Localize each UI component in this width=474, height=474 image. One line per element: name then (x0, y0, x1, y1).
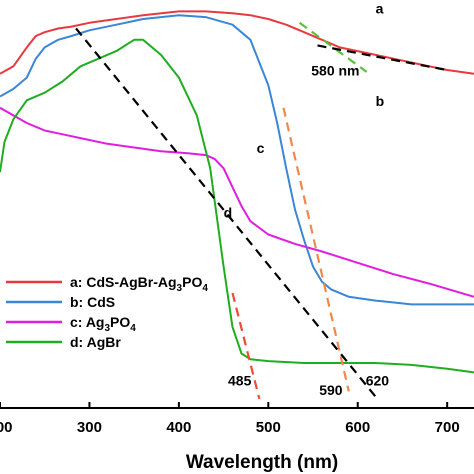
annotation-580-nm: 580 nm (311, 63, 359, 79)
series-line-d (0, 38, 474, 374)
x-tick-label-600: 600 (345, 419, 370, 436)
legend-label-a: a: CdS-AgBr-Ag3PO4 (70, 274, 208, 294)
x-tick-label-200: 200 (0, 419, 13, 436)
label-layer: a b c d 580 nm 485 590 620 (224, 0, 390, 398)
annotation-590: 590 (319, 382, 343, 398)
tangent-line-3 (75, 27, 379, 400)
tangent-line-1 (231, 292, 261, 400)
x-tick-label-700: 700 (435, 419, 460, 436)
legend-label-d: d: AgBr (70, 334, 121, 350)
curve-label-a: a (376, 0, 384, 16)
x-axis: 200 300 400 500 600 700 (0, 402, 474, 436)
tangent-layer (75, 21, 448, 400)
series-line-a (0, 10, 474, 75)
curve-label-c: c (257, 140, 265, 156)
tangent-line-5 (317, 44, 448, 72)
series-line-c (0, 106, 474, 298)
tangent-line-2 (282, 107, 350, 392)
curve-label-d: d (224, 204, 233, 220)
curve-label-b: b (376, 93, 385, 109)
annotation-485: 485 (228, 373, 252, 389)
x-tick-label-400: 400 (166, 419, 191, 436)
annotation-620: 620 (366, 373, 390, 389)
series-layer (0, 10, 474, 374)
x-axis-title: Wavelength (nm) (186, 452, 338, 473)
legend-label-b: b: CdS (70, 294, 115, 310)
x-tick-label-300: 300 (77, 419, 102, 436)
x-tick-label-500: 500 (256, 419, 281, 436)
series-line-b (0, 14, 474, 306)
legend-label-c: c: Ag3PO4 (70, 314, 136, 334)
